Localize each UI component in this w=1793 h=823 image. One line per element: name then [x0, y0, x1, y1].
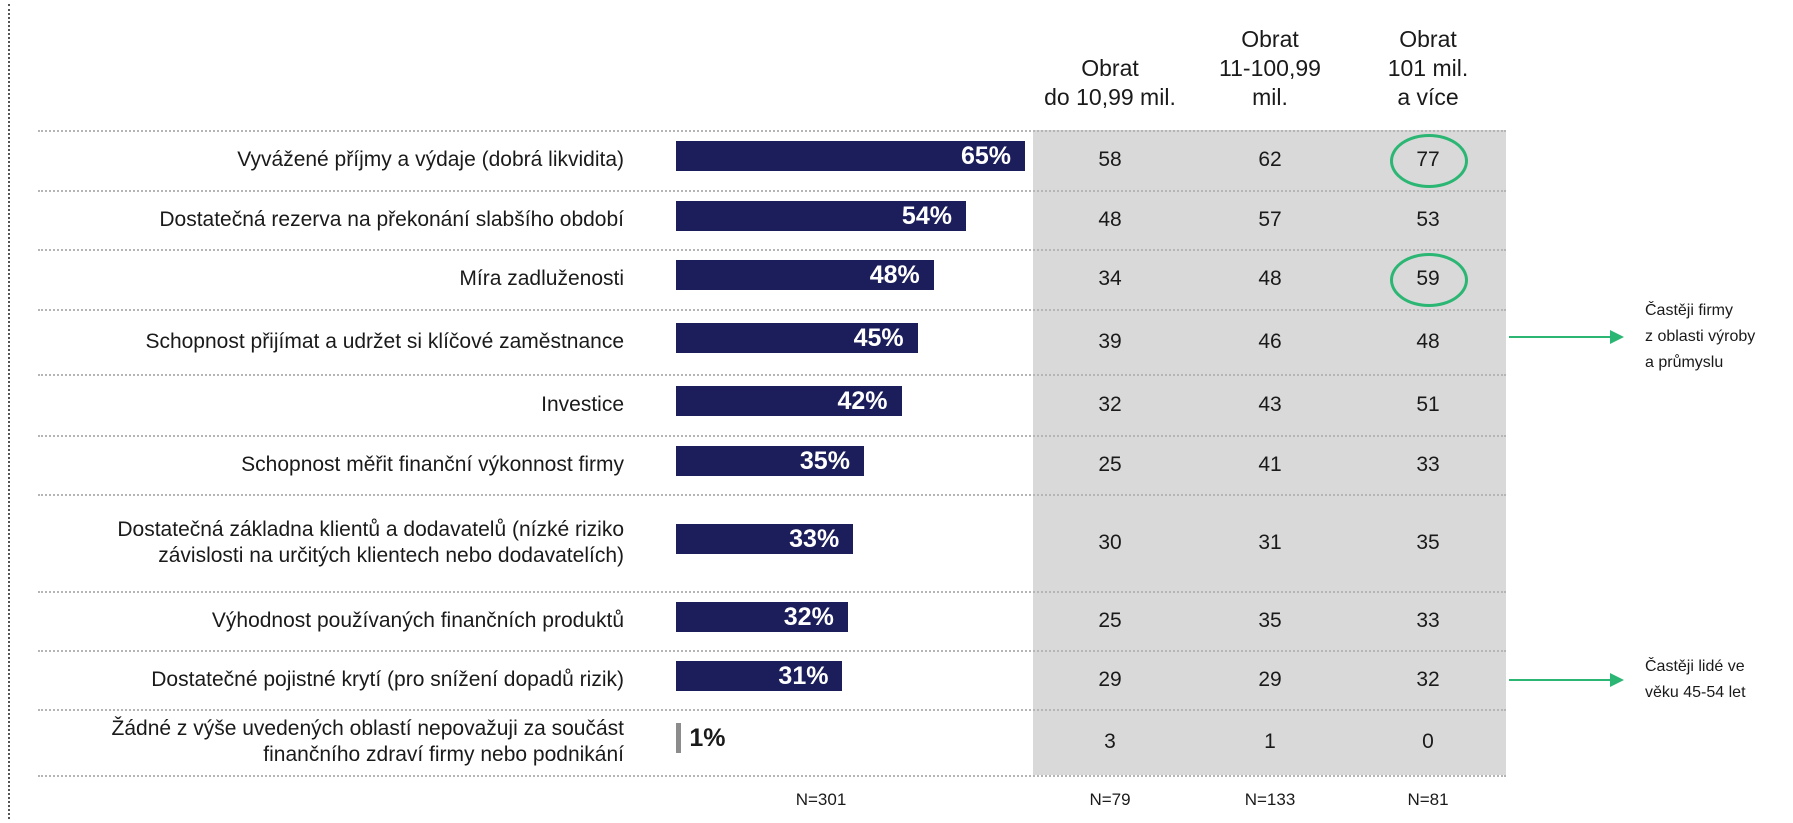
category-label: Dostatečné pojistné krytí (pro snížení d… [151, 667, 624, 691]
value-label: 54% [901, 201, 952, 230]
value-label: 45% [853, 323, 904, 352]
highlight-circle [1390, 134, 1468, 188]
table-cell: 33 [1416, 608, 1440, 632]
table-cell: 41 [1258, 452, 1282, 476]
table-cell: 58 [1098, 148, 1122, 171]
table-cell: 3 [1104, 730, 1116, 753]
table-cell: 32 [1098, 392, 1122, 416]
table-cell: 33 [1416, 452, 1440, 476]
table-cell: 31 [1258, 530, 1282, 554]
table-cell: 39 [1098, 329, 1122, 353]
value-label: 1% [689, 724, 726, 752]
row-separator [38, 494, 1506, 496]
value-label: 33% [789, 524, 840, 553]
row-separator [38, 775, 1506, 777]
n-label: N=133 [1244, 790, 1296, 809]
table-cell: 25 [1098, 452, 1122, 476]
table-cell: 34 [1098, 267, 1122, 290]
arrow-line [1509, 336, 1612, 338]
value-label: 48% [869, 261, 920, 289]
n-label: N=81 [1407, 790, 1449, 809]
table-cell: 29 [1258, 667, 1282, 691]
category-label: Investice [541, 392, 624, 416]
annotation: Častěji firmy z oblasti výroby a průmysl… [1645, 302, 1756, 371]
annotation: Častěji lidé ve věku 45-54 let [1645, 658, 1746, 701]
arrow-line [1509, 679, 1612, 681]
category-label: Dostatečná rezerva na překonání slabšího… [159, 207, 624, 231]
table-cell: 51 [1416, 392, 1440, 416]
column-header: Obrat do 10,99 mil. [1044, 55, 1176, 110]
bar [676, 385, 902, 416]
category-label: Míra zadluženosti [459, 267, 624, 290]
n-label: N=79 [1089, 790, 1131, 809]
table-cell: 62 [1258, 148, 1282, 171]
n-label: N=301 [795, 790, 847, 809]
column-header: Obrat 101 mil. a více [1387, 26, 1469, 110]
bar [676, 260, 934, 290]
row-separator [38, 650, 1506, 652]
table-cell: 43 [1258, 392, 1282, 416]
table-cell: 35 [1416, 530, 1440, 554]
highlight-circle [1390, 253, 1468, 307]
value-label: 32% [783, 602, 834, 631]
table-cell: 32 [1416, 667, 1440, 691]
row-separator [38, 374, 1506, 376]
table-cell: 46 [1258, 329, 1282, 353]
table-cell: 57 [1258, 207, 1282, 231]
bar [676, 445, 864, 476]
value-label: 42% [837, 386, 888, 415]
left-border [8, 4, 10, 819]
table-cell: 48 [1258, 267, 1282, 290]
category-label: Vyvážené příjmy a výdaje (dobrá likvidit… [237, 148, 624, 171]
value-label: 65% [961, 142, 1012, 170]
bar [676, 660, 843, 691]
row-separator [38, 130, 1506, 132]
row-separator [38, 249, 1506, 251]
value-label: 31% [778, 661, 829, 690]
table-cell: 53 [1416, 207, 1440, 231]
category-label: Schopnost přijímat a udržet si klíčové z… [145, 329, 624, 353]
category-label: Dostatečná základna klientů a dodavatelů… [117, 517, 624, 567]
category-label: Výhodnost používaných finančních produkt… [211, 608, 624, 632]
value-label: 35% [799, 446, 850, 475]
bar [676, 601, 848, 632]
table-cell: 30 [1098, 530, 1122, 554]
table-cell: 35 [1258, 608, 1282, 632]
table-cell: 29 [1098, 667, 1122, 691]
row-separator [38, 435, 1506, 437]
row-separator [38, 709, 1506, 711]
category-label: Schopnost měřit finanční výkonnost firmy [241, 452, 624, 476]
category-label: Žádné z výše uvedených oblastí nepovažuj… [111, 717, 624, 766]
table-cell: 1 [1264, 730, 1276, 753]
bar [676, 200, 966, 231]
arrow-head [1610, 330, 1624, 344]
table-cell: 25 [1098, 608, 1122, 632]
row-separator [38, 309, 1506, 311]
table-cell: 48 [1416, 329, 1440, 353]
bar [676, 723, 682, 753]
bar [676, 523, 854, 554]
row-separator [38, 190, 1506, 192]
table-cell: 0 [1422, 730, 1434, 753]
bar [676, 141, 1026, 171]
table-bg [1033, 130, 1506, 775]
column-header: Obrat 11-100,99 mil. [1219, 26, 1321, 110]
arrow-head [1610, 673, 1624, 687]
bar [676, 322, 918, 353]
table-cell: 48 [1098, 207, 1122, 231]
row-separator [38, 591, 1506, 593]
